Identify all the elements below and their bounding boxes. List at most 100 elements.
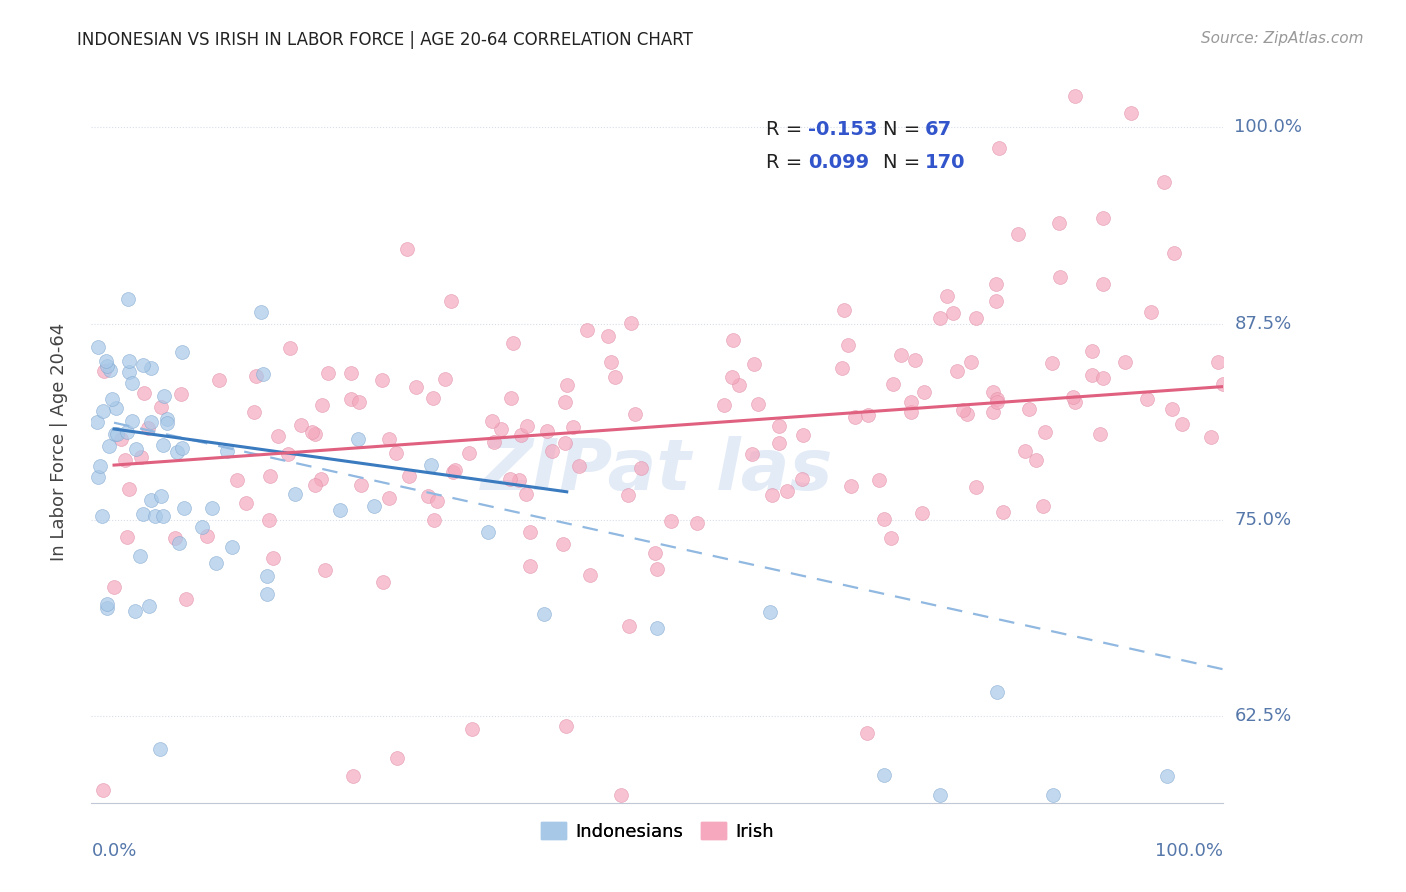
Point <box>350 477 373 491</box>
Point <box>965 311 987 326</box>
Point <box>498 472 520 486</box>
Point <box>163 532 186 546</box>
Point <box>644 546 666 560</box>
Point <box>124 442 146 456</box>
Point <box>1064 394 1087 409</box>
Point <box>501 391 523 405</box>
Point <box>609 788 631 802</box>
Point <box>105 401 128 415</box>
Point <box>89 459 111 474</box>
Point <box>489 422 512 436</box>
Point <box>243 405 266 419</box>
Point <box>290 417 312 432</box>
Point <box>329 503 352 517</box>
Point <box>422 391 444 405</box>
Point <box>510 427 533 442</box>
Point <box>837 338 859 352</box>
Point <box>103 580 125 594</box>
Point <box>87 470 110 484</box>
Point <box>768 419 790 434</box>
Point <box>1018 401 1040 416</box>
Point <box>363 499 385 513</box>
Point <box>118 482 141 496</box>
Point <box>1032 500 1054 514</box>
Point <box>169 386 191 401</box>
Point <box>844 410 866 425</box>
Point <box>141 360 163 375</box>
Point <box>277 447 299 461</box>
Text: R =: R = <box>766 153 808 172</box>
Text: 75.0%: 75.0% <box>1234 511 1292 529</box>
Point <box>398 469 420 483</box>
Point <box>304 478 326 492</box>
Point <box>856 408 879 422</box>
Point <box>309 472 332 486</box>
Point <box>1088 426 1111 441</box>
Point <box>419 458 441 472</box>
Point <box>515 486 537 500</box>
Point <box>991 505 1014 519</box>
Point <box>1091 277 1114 292</box>
Point <box>1212 376 1234 391</box>
Text: N =: N = <box>883 120 927 139</box>
Point <box>378 491 401 505</box>
Point <box>311 398 333 412</box>
Point <box>477 525 499 540</box>
Point <box>900 405 922 419</box>
Point <box>461 722 484 736</box>
Point <box>208 373 231 387</box>
Point <box>371 373 394 387</box>
Point <box>340 392 363 406</box>
Point <box>118 365 141 379</box>
Text: INDONESIAN VS IRISH IN LABOR FORCE | AGE 20-64 CORRELATION CHART: INDONESIAN VS IRISH IN LABOR FORCE | AGE… <box>77 31 693 49</box>
Y-axis label: In Labor Force | Age 20-64: In Labor Force | Age 20-64 <box>49 322 67 561</box>
Point <box>245 369 267 384</box>
Point <box>1163 246 1185 260</box>
Point <box>981 384 1004 399</box>
Point <box>742 357 765 371</box>
Point <box>540 444 562 458</box>
Point <box>191 520 214 534</box>
Point <box>262 550 284 565</box>
Point <box>832 302 855 317</box>
Point <box>952 403 974 417</box>
Point <box>1119 105 1142 120</box>
Point <box>201 500 224 515</box>
Point <box>1170 417 1192 431</box>
Point <box>831 360 853 375</box>
Text: 67: 67 <box>925 120 952 139</box>
Point <box>536 424 558 438</box>
Point <box>195 529 218 543</box>
Point <box>205 556 228 570</box>
Point <box>759 605 782 619</box>
Point <box>1062 390 1084 404</box>
Point <box>252 367 274 381</box>
Point <box>1081 368 1104 383</box>
Point <box>647 562 669 576</box>
Point <box>121 376 143 390</box>
Point <box>278 341 301 355</box>
Point <box>143 509 166 524</box>
Point <box>555 377 578 392</box>
Point <box>1014 444 1036 458</box>
Point <box>721 333 744 347</box>
Point <box>87 340 110 354</box>
Point <box>115 530 138 544</box>
Text: 100.0%: 100.0% <box>1234 119 1302 136</box>
Point <box>1091 370 1114 384</box>
Point <box>152 438 174 452</box>
Point <box>259 469 281 483</box>
Point <box>603 369 626 384</box>
Point <box>965 480 987 494</box>
Point <box>91 783 114 797</box>
Point <box>340 367 363 381</box>
Point <box>96 597 118 611</box>
Point <box>426 493 449 508</box>
Point <box>342 769 364 783</box>
Point <box>1199 430 1222 444</box>
Point <box>256 587 278 601</box>
Point <box>1042 788 1064 802</box>
Point <box>533 607 555 622</box>
Point <box>385 751 408 765</box>
Point <box>128 549 150 564</box>
